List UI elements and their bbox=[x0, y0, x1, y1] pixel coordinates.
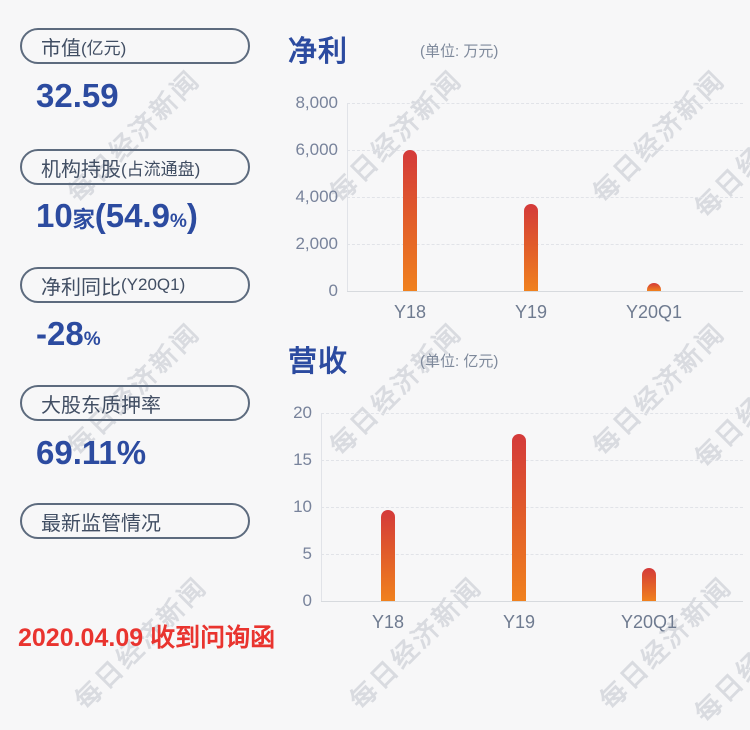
x-axis-line bbox=[347, 291, 743, 292]
x-tick-label: Y19 bbox=[502, 612, 536, 632]
x-tick-label: Y20Q1 bbox=[620, 612, 678, 632]
gridline bbox=[321, 413, 743, 414]
plot-area: 0 5 10 15 20 Y18 Y19 Y20Q1 bbox=[288, 403, 743, 632]
bar-y19 bbox=[524, 204, 538, 291]
y-tick-label: 15 bbox=[293, 450, 312, 469]
x-tick-label: Y18 bbox=[371, 612, 405, 632]
gridline bbox=[321, 554, 743, 555]
stat-pill-major-shareholder-pledge-ratio: 大股东质押率 bbox=[20, 385, 250, 421]
y-tick-label: 4,000 bbox=[295, 187, 338, 206]
stat-pill-label: 净利同比 bbox=[41, 276, 121, 299]
x-tick-label: Y20Q1 bbox=[625, 302, 683, 322]
stat-value-major-shareholder-pledge-ratio: 69.11% bbox=[36, 434, 147, 471]
bar-y19 bbox=[512, 434, 526, 601]
y-axis-line bbox=[321, 413, 322, 601]
stat-value-net-profit-yoy: -28% bbox=[36, 315, 101, 352]
stat-pill-label: 机构持股 bbox=[41, 158, 121, 181]
x-tick-label: Y18 bbox=[393, 302, 427, 322]
chart-title: 营收 bbox=[288, 346, 349, 378]
bar-y20q1 bbox=[642, 568, 656, 601]
bar-y20q1 bbox=[647, 283, 661, 291]
y-tick-label: 10 bbox=[293, 497, 312, 516]
gridline bbox=[347, 197, 743, 198]
stat-pill-net-profit-yoy: 净利同比 (Y20Q1) bbox=[20, 267, 250, 303]
chart-title: 净利 bbox=[288, 36, 349, 68]
bar-y18 bbox=[403, 150, 417, 291]
stat-value-institutional-holdings: 10家(54.9%) bbox=[36, 197, 198, 234]
y-tick-label: 20 bbox=[293, 403, 312, 422]
x-tick-label: Y19 bbox=[514, 302, 548, 322]
revenue-chart: 营收 (单位: 亿元) 0 5 10 15 20 Y18 Y19 Y20Q1 bbox=[288, 338, 750, 648]
y-tick-label: 0 bbox=[328, 281, 338, 300]
y-tick-label: 2,000 bbox=[295, 234, 338, 253]
stat-pill-label: 市值 bbox=[41, 37, 81, 60]
regulatory-announcement: 2020.04.09 收到问询函 bbox=[18, 624, 276, 652]
gridline bbox=[321, 507, 743, 508]
stat-pill-label: 大股东质押率 bbox=[41, 394, 161, 417]
stat-pill-institutional-holdings: 机构持股 (占流通盘) bbox=[20, 149, 250, 185]
chart-unit-label: (单位: 万元) bbox=[420, 43, 499, 60]
y-tick-label: 8,000 bbox=[295, 93, 338, 112]
y-axis-line bbox=[347, 103, 348, 291]
y-tick-label: 6,000 bbox=[295, 140, 338, 159]
x-axis-line bbox=[321, 601, 743, 602]
y-tick-label: 5 bbox=[302, 544, 312, 563]
stat-value-market-cap: 32.59 bbox=[36, 77, 119, 114]
stat-pill-sublabel: (占流通盘) bbox=[121, 159, 201, 179]
gridline bbox=[347, 103, 743, 104]
chart-unit-label: (单位: 亿元) bbox=[420, 353, 499, 370]
stat-pill-sublabel: (亿元) bbox=[81, 38, 127, 58]
gridline bbox=[347, 244, 743, 245]
gridline bbox=[321, 460, 743, 461]
bar-y18 bbox=[381, 510, 395, 601]
stat-pill-label: 最新监管情况 bbox=[41, 512, 161, 535]
stat-pill-market-cap: 市值 (亿元) bbox=[20, 28, 250, 64]
y-tick-label: 0 bbox=[302, 591, 312, 610]
net-profit-chart: 净利 (单位: 万元) 0 2,000 4,000 6,000 8,000 Y18 Y19 Y… bbox=[288, 28, 750, 338]
plot-area: 0 2,000 4,000 6,000 8,000 Y18 Y19 Y20Q1 bbox=[288, 93, 743, 322]
gridline bbox=[347, 150, 743, 151]
stat-pill-sublabel: (Y20Q1) bbox=[121, 275, 186, 294]
stat-pill-latest-regulation: 最新监管情况 bbox=[20, 503, 250, 539]
